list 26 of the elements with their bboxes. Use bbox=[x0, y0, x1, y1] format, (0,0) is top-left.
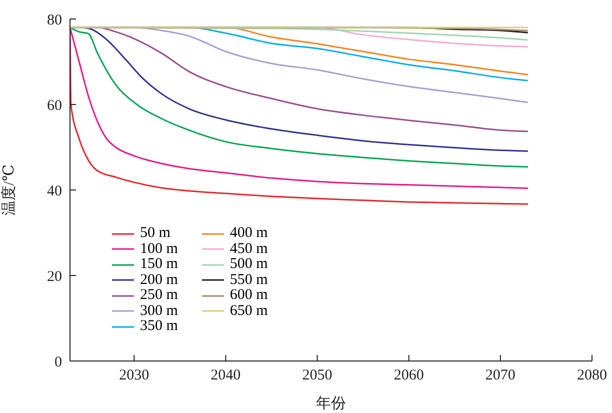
legend-label: 600 m bbox=[230, 287, 268, 304]
y-axis-title: 温度/℃ bbox=[0, 164, 18, 216]
legend-label: 200 m bbox=[140, 272, 178, 288]
legend-label: 650 m bbox=[230, 302, 268, 319]
legend-label: 250 m bbox=[140, 287, 178, 304]
legend-label: 550 m bbox=[230, 272, 268, 288]
y-tick-label: 20 bbox=[47, 268, 62, 285]
x-tick-label: 2050 bbox=[302, 368, 332, 384]
legend-label: 300 m bbox=[140, 302, 178, 319]
x-axis-title: 年份 bbox=[316, 395, 346, 412]
legend-label: 400 m bbox=[230, 225, 268, 242]
legend-label: 450 m bbox=[230, 240, 268, 257]
legend-label: 500 m bbox=[230, 256, 268, 272]
x-tick-label: 2030 bbox=[119, 368, 150, 384]
x-tick-label: 2080 bbox=[577, 368, 607, 384]
legend-label: 350 m bbox=[140, 318, 178, 334]
legend-label: 150 m bbox=[140, 256, 178, 272]
x-tick-label: 2040 bbox=[210, 368, 241, 384]
x-tick-label: 2070 bbox=[485, 368, 516, 384]
y-tick-label: 0 bbox=[54, 354, 62, 370]
legend-label: 50 m bbox=[140, 225, 170, 242]
y-tick-label: 60 bbox=[47, 98, 62, 114]
y-tick-label: 40 bbox=[47, 183, 62, 200]
y-tick-label: 80 bbox=[47, 12, 62, 28]
legend-label: 100 m bbox=[140, 240, 178, 257]
x-tick-label: 2060 bbox=[394, 368, 424, 384]
